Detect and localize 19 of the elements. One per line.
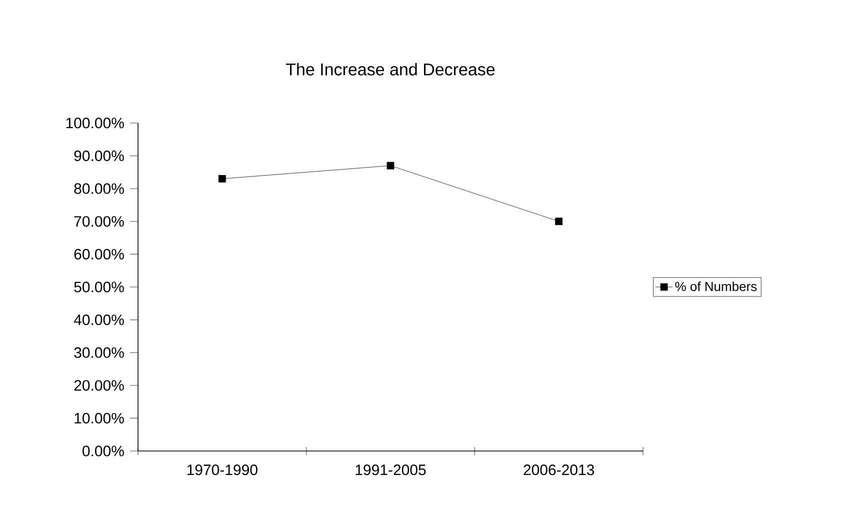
y-tick-label: 30.00% xyxy=(74,347,124,358)
y-tick-label: 100.00% xyxy=(66,118,124,128)
point xyxy=(555,218,563,226)
y-tick-label: 10.00% xyxy=(74,412,124,424)
y-tick-label: 60.00% xyxy=(74,248,124,260)
x-tick-label: 1970-1990 xyxy=(187,464,258,476)
chart-title: The Increase and Decrease xyxy=(286,62,495,76)
y-tick-label: 90.00% xyxy=(74,150,124,162)
y-tick-label: 40.00% xyxy=(74,314,124,326)
point xyxy=(386,162,394,170)
y-tick-label: 50.00% xyxy=(74,282,124,292)
x-tick-label: 2006-2013 xyxy=(524,464,594,476)
y-tick-label: 80.00% xyxy=(74,183,124,194)
y-tick-label: 0.00% xyxy=(82,446,124,456)
point xyxy=(218,175,226,182)
x-tick-label: 1991-2005 xyxy=(356,464,426,476)
legend-label: % of Numbers xyxy=(675,282,757,292)
y-tick-label: 70.00% xyxy=(74,216,124,227)
y-tick-label: 20.00% xyxy=(74,380,124,391)
